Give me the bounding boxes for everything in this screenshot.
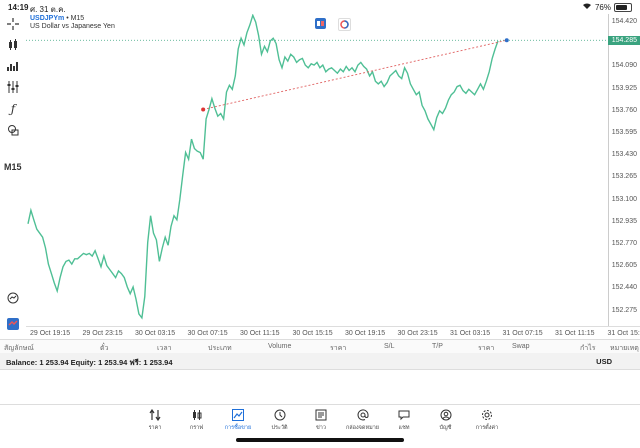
table-column-header[interactable]: Volume <box>268 343 291 350</box>
status-right: 76% <box>582 2 632 12</box>
table-column-header[interactable]: S/L <box>384 343 395 350</box>
nav-item-label: กล่องจดหมาย <box>346 424 379 432</box>
battery-percent: 76% <box>595 3 611 12</box>
price-axis-label: 152.605 <box>612 262 637 269</box>
price-axis-label: 153.265 <box>612 173 637 180</box>
account-icon <box>439 408 453 422</box>
nav-item[interactable]: ข่าว <box>301 408 341 432</box>
function-icon[interactable]: ƒ <box>5 101 21 117</box>
time-axis-label: 29 Oct 19:15 <box>30 330 70 337</box>
nav-item[interactable]: แชท <box>384 408 424 432</box>
nav-item-label: การตั้งค่า <box>476 424 498 432</box>
nav-item-label: แชท <box>399 424 410 432</box>
trend-line-start-point[interactable] <box>201 107 205 111</box>
battery-icon <box>614 3 632 12</box>
nav-item[interactable]: การตั้งค่า <box>467 408 507 432</box>
time-axis-label: 30 Oct 15:15 <box>293 330 333 337</box>
time-axis-label: 30 Oct 19:15 <box>345 330 385 337</box>
nav-item-label: ข่าว <box>316 424 326 432</box>
time-axis-label: 29 Oct 23:15 <box>83 330 123 337</box>
symbol-title: USDJPYm • M15 <box>30 15 84 22</box>
nav-item-label: บัญชี <box>440 424 452 432</box>
nav-item[interactable]: การซื้อขาย <box>218 408 258 432</box>
signal-icon[interactable] <box>338 18 351 31</box>
balance-text: Balance: 1 253.94 Equity: 1 253.94 ฟรี: … <box>6 357 173 369</box>
trade-chart-icon <box>231 408 245 422</box>
price-axis-label: 154.420 <box>612 18 637 25</box>
balance-bar: Balance: 1 253.94 Equity: 1 253.94 ฟรี: … <box>0 353 640 370</box>
crosshair-icon[interactable] <box>5 16 21 32</box>
price-axis-label: 154.090 <box>612 62 637 69</box>
nav-item[interactable]: บัญชี <box>426 408 466 432</box>
time-axis-label: 30 Oct 03:15 <box>135 330 175 337</box>
price-axis[interactable]: 154.420 154.090 153.925 153.760 153.595 153.4… <box>608 14 640 326</box>
nav-item[interactable]: ราคา <box>135 408 175 432</box>
symbol-name[interactable]: USDJPYm <box>30 15 64 22</box>
time-axis-label: 30 Oct 23:15 <box>398 330 438 337</box>
price-chart-svg <box>26 14 608 326</box>
symbol-description: US Dollar vs Japanese Yen <box>30 23 115 30</box>
timeframe-label[interactable]: M15 <box>4 162 22 172</box>
price-axis-label: 153.100 <box>612 196 637 203</box>
nav-item[interactable]: กราฟ <box>177 408 217 432</box>
nav-item[interactable]: กล่องจดหมาย <box>343 408 383 432</box>
time-axis-label: 30 Oct 07:15 <box>188 330 228 337</box>
left-toolbar: ƒ M15 <box>0 14 26 339</box>
price-line-series <box>28 15 498 318</box>
nav-item-label: กราฟ <box>190 424 203 432</box>
time-axis-label: 30 Oct 11:15 <box>240 330 280 337</box>
time-axis-label: 31 Oct 15:15 <box>608 330 640 337</box>
candlestick-icon[interactable] <box>5 37 21 53</box>
trend-line-end-point[interactable] <box>505 38 509 42</box>
price-axis-label: 152.275 <box>612 307 637 314</box>
at-icon <box>356 408 370 422</box>
time-axis-label: 31 Oct 03:15 <box>450 330 490 337</box>
candles-icon <box>190 408 204 422</box>
news-icon <box>314 408 328 422</box>
balance-currency: USD <box>596 357 612 366</box>
one-click-trade-icon[interactable] <box>315 18 326 29</box>
time-axis[interactable]: 29 Oct 19:15 29 Oct 23:15 30 Oct 03:15 30 O… <box>26 326 640 339</box>
settings-icon <box>480 408 494 422</box>
indicators-icon[interactable] <box>5 58 21 74</box>
chart-search-icon[interactable] <box>5 290 21 306</box>
sliders-icon[interactable] <box>5 79 21 95</box>
chat-icon <box>397 408 411 422</box>
price-axis-label: 152.770 <box>612 240 637 247</box>
nav-item-label: ราคา <box>149 424 162 432</box>
status-bar: 14:19 ศ. 31 ต.ค. 76% <box>0 0 640 14</box>
home-indicator <box>236 438 404 442</box>
history-icon <box>273 408 287 422</box>
nav-item[interactable]: ประวัติ <box>260 408 300 432</box>
trend-line[interactable] <box>203 40 507 109</box>
price-axis-label: 153.925 <box>612 85 637 92</box>
status-time: 14:19 <box>8 3 28 12</box>
table-column-header[interactable]: Swap <box>512 343 530 350</box>
price-axis-label: 152.440 <box>612 284 637 291</box>
price-axis-label: 153.595 <box>612 129 637 136</box>
chart-header-buttons <box>315 18 351 31</box>
table-column-header[interactable]: T/P <box>432 343 443 350</box>
price-axis-label: 153.760 <box>612 107 637 114</box>
arrows-updown-icon <box>148 408 162 422</box>
broker-logo-icon[interactable] <box>5 316 21 332</box>
nav-item-label: การซื้อขาย <box>225 424 251 432</box>
current-price-label: 154.285 <box>608 36 640 45</box>
nav-item-label: ประวัติ <box>271 424 287 432</box>
price-axis-label: 153.430 <box>612 151 637 158</box>
price-axis-label: 152.935 <box>612 218 637 225</box>
time-axis-label: 31 Oct 07:15 <box>503 330 543 337</box>
price-chart[interactable] <box>26 14 608 326</box>
symbol-timeframe: • M15 <box>66 15 84 22</box>
time-axis-label: 31 Oct 11:15 <box>555 330 595 337</box>
wifi-icon <box>582 2 592 12</box>
shapes-icon[interactable] <box>5 122 21 138</box>
